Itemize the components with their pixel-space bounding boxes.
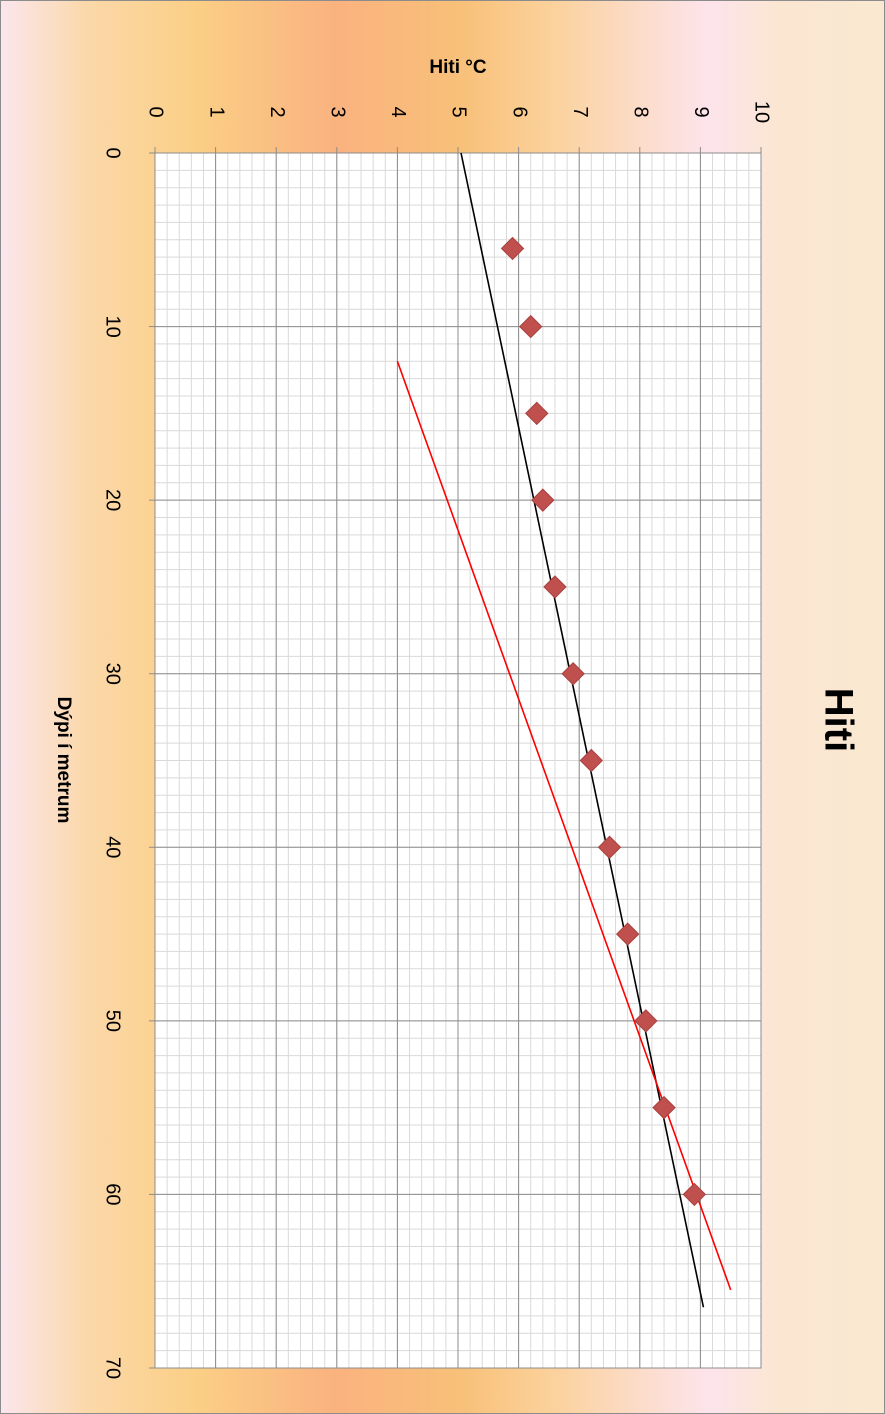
data-point	[525, 401, 549, 426]
data-point	[500, 236, 525, 261]
x-axis-title: Dýpi í metrum	[53, 697, 74, 824]
data-point	[682, 1182, 707, 1207]
y-tick-label: 10	[751, 101, 773, 123]
y-tick-label: 9	[690, 106, 712, 117]
x-tick-label: 40	[102, 836, 124, 858]
data-point	[561, 662, 585, 686]
trend-line-red	[396, 361, 732, 1291]
y-tick-label: 2	[266, 106, 288, 117]
x-tick-label: 70	[102, 1357, 124, 1379]
x-tick-label: 30	[102, 663, 124, 685]
y-tick-label: 8	[630, 106, 652, 117]
y-tick-label: 6	[508, 106, 530, 117]
data-point	[531, 488, 555, 512]
y-tick-label: 4	[387, 106, 409, 117]
y-tick-label: 7	[569, 106, 591, 117]
data-point	[634, 1009, 658, 1033]
x-tick-label: 20	[102, 489, 124, 511]
chart-title: Hiti	[816, 688, 860, 752]
x-axis-ticks: 0 10 20 30 40 50 60 70	[102, 147, 155, 1379]
data-point	[519, 314, 543, 339]
data-points	[500, 236, 707, 1207]
y-tick-label: 0	[145, 106, 167, 117]
x-tick-label: 10	[102, 315, 124, 337]
data-point	[652, 1095, 676, 1120]
y-tick-label: 3	[327, 106, 349, 117]
x-tick-label: 50	[102, 1010, 124, 1032]
x-tick-label: 60	[102, 1183, 124, 1205]
y-axis-ticks: 0 1 2 3 4 5 6 7 8 9 10	[145, 101, 773, 153]
data-point	[543, 575, 567, 599]
y-axis-title: Hiti °C	[429, 57, 486, 78]
x-tick-label: 0	[102, 147, 124, 158]
data-point	[615, 922, 640, 946]
y-tick-label: 1	[205, 106, 227, 117]
y-tick-label: 5	[448, 106, 470, 117]
data-point	[579, 748, 604, 773]
data-point	[597, 835, 622, 859]
